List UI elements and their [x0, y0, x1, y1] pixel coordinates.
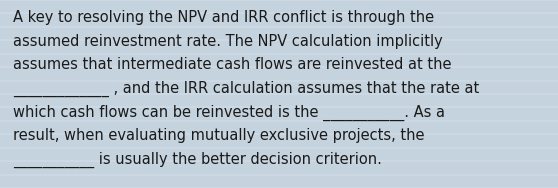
Text: _____________ , and the IRR calculation assumes that the rate at: _____________ , and the IRR calculation … — [13, 81, 479, 97]
Text: assumes that intermediate cash flows are reinvested at the: assumes that intermediate cash flows are… — [13, 57, 451, 72]
Text: which cash flows can be reinvested is the ___________. As a: which cash flows can be reinvested is th… — [13, 104, 445, 121]
Text: result, when evaluating mutually exclusive projects, the: result, when evaluating mutually exclusi… — [13, 128, 425, 143]
Text: A key to resolving the NPV and IRR conflict is through the: A key to resolving the NPV and IRR confl… — [13, 10, 434, 25]
Text: assumed reinvestment rate. The NPV calculation implicitly: assumed reinvestment rate. The NPV calcu… — [13, 34, 442, 49]
Text: ___________ is usually the better decision criterion.: ___________ is usually the better decisi… — [13, 152, 382, 168]
